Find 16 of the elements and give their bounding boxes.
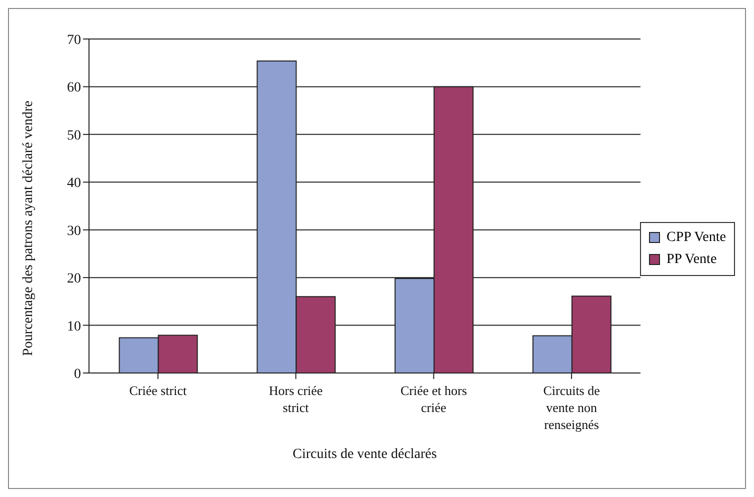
legend-label: PP Vente (666, 250, 717, 268)
y-tick-label: 30 (67, 224, 81, 239)
x-tick-label: Circuits de vente non renseignés (543, 383, 600, 432)
y-tick-label: 20 (67, 272, 81, 287)
y-tick-label: 40 (67, 176, 81, 192)
y-axis-title: Pourcentage des patrons ayant déclaré vendre (20, 100, 36, 356)
y-tick-label: 50 (67, 128, 81, 144)
x-tick-label: Criée strict (129, 383, 188, 398)
x-axis-title: Circuits de vente déclarés (292, 447, 437, 462)
x-tick-label: Criée et hors criée (400, 383, 467, 415)
y-tick-label: 60 (67, 80, 81, 96)
y-tick-label: 70 (67, 32, 81, 48)
y-tick-label: 10 (67, 319, 81, 334)
y-tick-label: 0 (74, 366, 81, 382)
legend-label: CPP Vente (666, 228, 726, 246)
x-tick-label: Hors criée strict (268, 383, 323, 415)
